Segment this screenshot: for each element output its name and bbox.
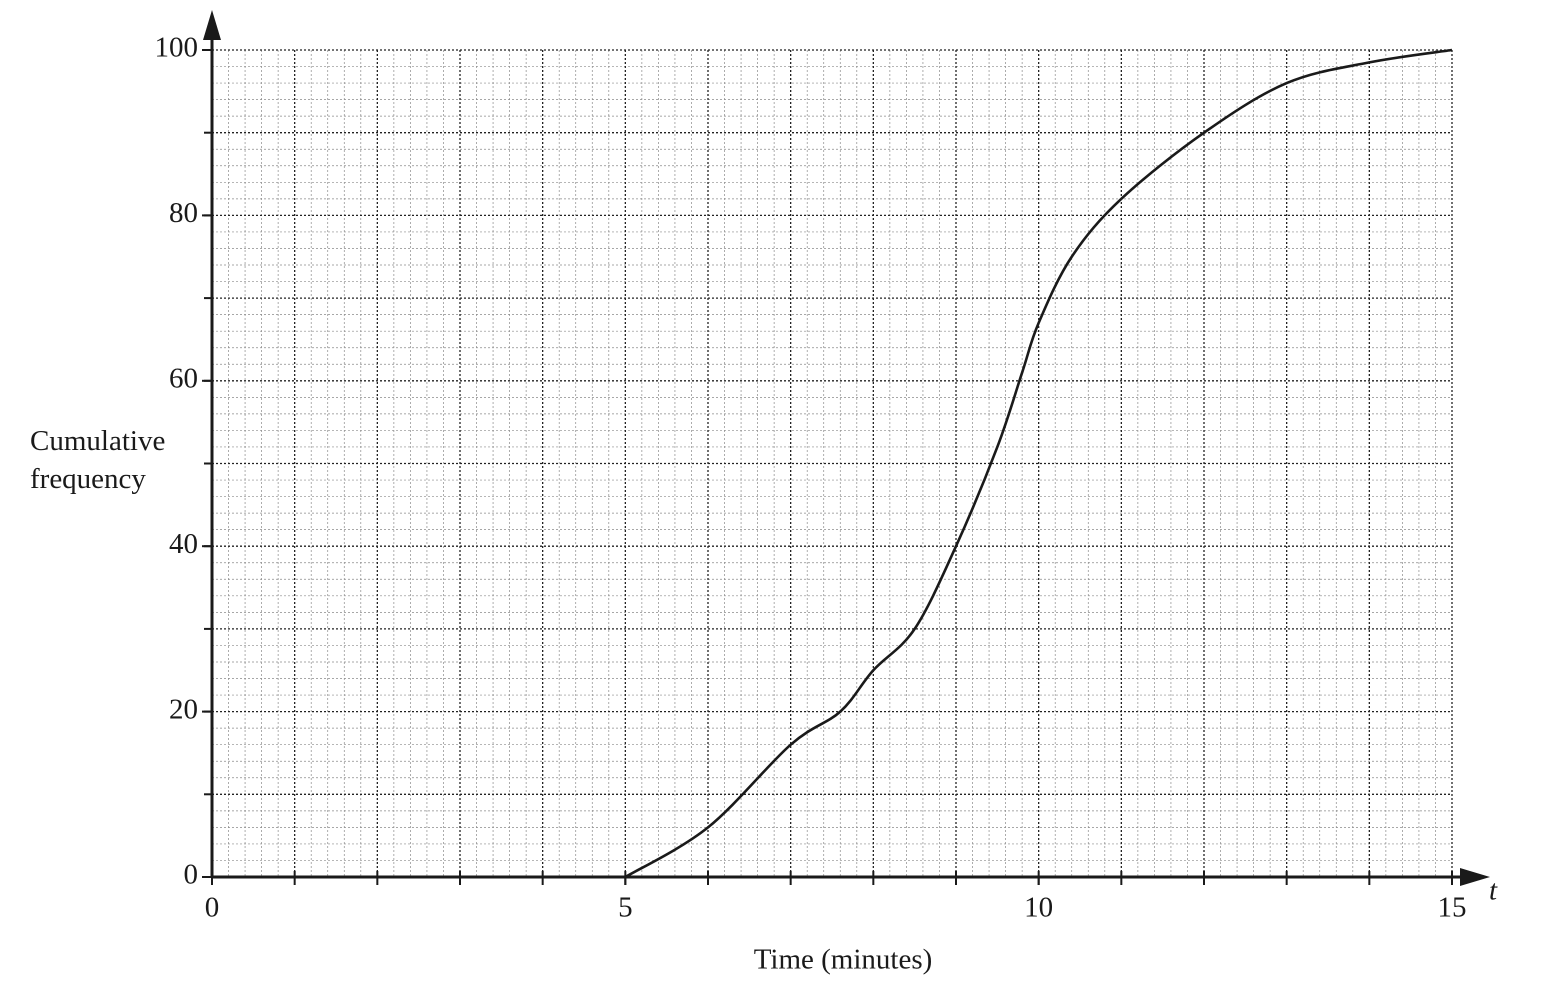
x-tick-label: 5 <box>618 892 633 924</box>
y-tick-label: 40 <box>169 528 198 560</box>
y-tick-label: 80 <box>169 197 198 229</box>
y-axis-arrow <box>203 10 221 40</box>
x-axis-symbol: t <box>1489 875 1498 907</box>
x-tick-label: 10 <box>1024 892 1053 924</box>
y-tick-label: 60 <box>169 362 198 394</box>
curve <box>624 48 1453 879</box>
y-axis-label: Cumulative frequency <box>30 425 166 495</box>
x-axis-arrow <box>1460 868 1490 886</box>
x-tick-label: 15 <box>1438 892 1467 924</box>
y-tick-label: 100 <box>155 32 199 64</box>
x-axis-label: Time (minutes) <box>754 944 933 976</box>
y-tick-label: 0 <box>184 859 199 891</box>
x-tick-label: 0 <box>205 892 220 924</box>
y-tick-label: 20 <box>169 693 198 725</box>
